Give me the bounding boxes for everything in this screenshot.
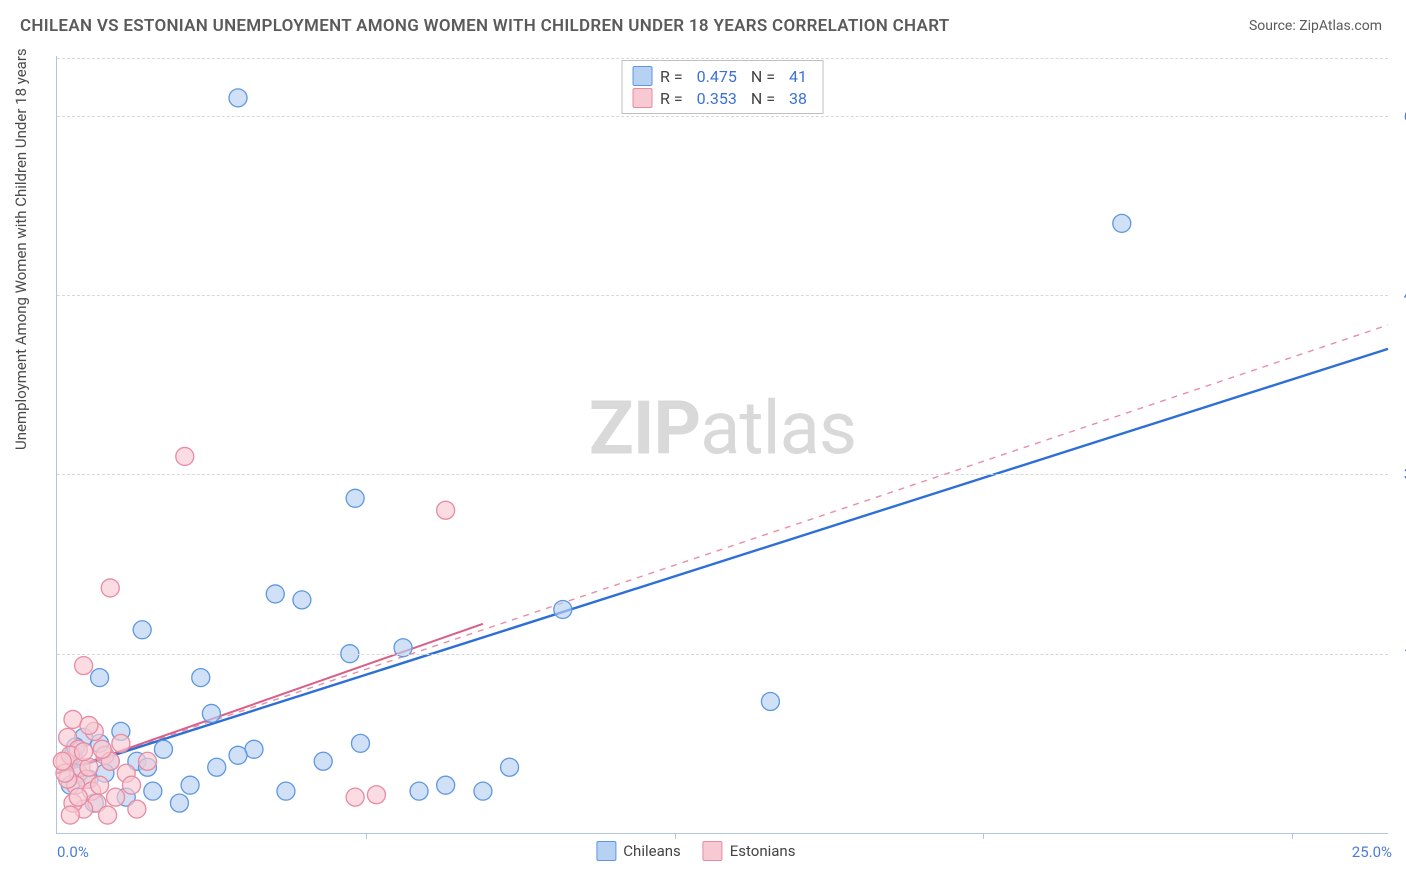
data-point: [91, 776, 109, 794]
data-point: [192, 669, 210, 687]
legend-label-estonians: Estonians: [730, 842, 796, 860]
gridline-h: [57, 654, 1388, 655]
data-point: [501, 758, 519, 776]
plot-svg: [57, 56, 1388, 833]
data-point: [1113, 214, 1131, 232]
gridline-h: [57, 474, 1388, 475]
y-axis-label: Unemployment Among Women with Children U…: [12, 48, 30, 450]
data-point: [208, 758, 226, 776]
data-point: [170, 794, 188, 812]
data-point: [181, 776, 199, 794]
data-point: [277, 782, 295, 800]
source-attribution: Source: ZipAtlas.com: [1249, 18, 1382, 34]
y-tick-label: 30.0%: [1394, 465, 1406, 483]
x-tick-end: 25.0%: [1352, 843, 1392, 861]
data-point: [474, 782, 492, 800]
data-point: [202, 704, 220, 722]
y-tick-label: 45.0%: [1394, 286, 1406, 304]
legend-label-chileans: Chileans: [623, 842, 680, 860]
data-point: [314, 752, 332, 770]
data-point: [139, 752, 157, 770]
data-point: [123, 776, 141, 794]
data-point: [346, 489, 364, 507]
data-point: [101, 579, 119, 597]
series-legend: Chileans Estonians: [596, 841, 795, 861]
data-point: [107, 788, 125, 806]
gridline-h: [57, 295, 1388, 296]
x-minor-tick: [983, 833, 984, 839]
swatch-pink-small: [703, 841, 723, 861]
data-point: [93, 740, 111, 758]
trend-line: [57, 325, 1388, 773]
data-point: [80, 716, 98, 734]
x-minor-tick: [1292, 833, 1293, 839]
data-point: [176, 447, 194, 465]
data-point: [69, 788, 87, 806]
data-point: [112, 734, 130, 752]
y-tick-label: 15.0%: [1394, 645, 1406, 663]
data-point: [346, 788, 364, 806]
data-point: [61, 806, 79, 824]
chart-title: CHILEAN VS ESTONIAN UNEMPLOYMENT AMONG W…: [20, 16, 950, 36]
data-point: [367, 786, 385, 804]
data-point: [133, 621, 151, 639]
data-point: [154, 740, 172, 758]
data-point: [410, 782, 428, 800]
data-point: [437, 776, 455, 794]
data-point: [64, 710, 82, 728]
swatch-blue-small: [596, 841, 616, 861]
legend-item-chileans: Chileans: [596, 841, 680, 861]
data-point: [128, 800, 146, 818]
legend-item-estonians: Estonians: [703, 841, 796, 861]
y-tick-label: 60.0%: [1394, 107, 1406, 125]
data-point: [351, 734, 369, 752]
data-point: [75, 743, 93, 761]
data-point: [75, 657, 93, 675]
data-point: [91, 669, 109, 687]
data-point: [437, 501, 455, 519]
data-point: [245, 740, 263, 758]
data-point: [761, 693, 779, 711]
plot-area: ZIPatlas R = 0.475 N = 41 R = 0.353 N = …: [56, 56, 1388, 834]
x-minor-tick: [675, 833, 676, 839]
data-point: [266, 585, 284, 603]
data-point: [293, 591, 311, 609]
data-point: [99, 806, 117, 824]
data-point: [144, 782, 162, 800]
data-point: [229, 89, 247, 107]
x-tick-origin: 0.0%: [57, 843, 89, 861]
data-point: [53, 752, 71, 770]
x-minor-tick: [366, 833, 367, 839]
data-point: [554, 600, 572, 618]
data-point: [229, 746, 247, 764]
gridline-h: [57, 116, 1388, 117]
trend-line: [57, 349, 1388, 773]
gridline-h: [57, 58, 1388, 59]
